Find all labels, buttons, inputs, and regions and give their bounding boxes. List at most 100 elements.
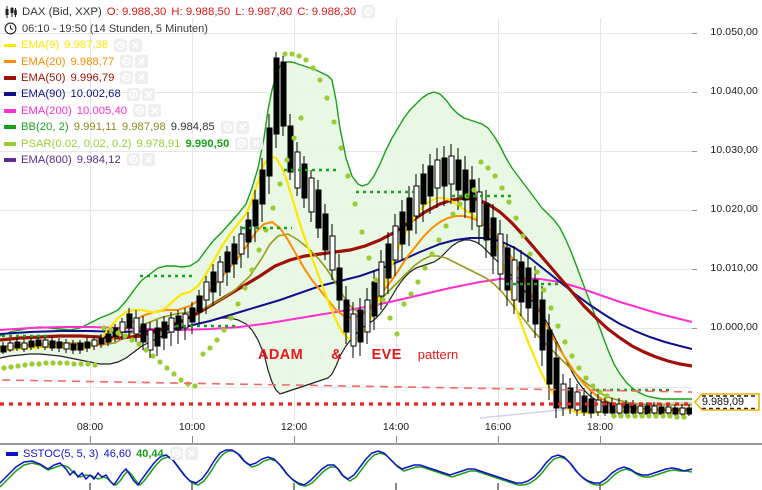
close-icon[interactable] [250,137,264,151]
annotation-ampersand: & [331,347,342,363]
indicator-color-swatch [4,92,16,97]
timeframe-row: 06:10 - 19:50 (14 Stunden, 5 Minuten) [4,20,375,37]
indicator-row-ema[interactable]: EMA(90) 10.002,68 [4,86,375,102]
price-tick-mark [692,33,697,34]
gear-icon[interactable] [133,104,146,118]
price-chart-svg [0,18,692,420]
timeframe-label: 06:10 - 19:50 (14 Stunden, 5 Minuten) [22,22,208,35]
close-icon[interactable] [141,153,155,167]
ohlc-close: C: 9.988,30 [297,5,357,18]
time-tick-mark [294,436,295,443]
ohlc-low: L: 9.987,80 [235,5,293,18]
price-tick-label: 10.040,00 [710,85,758,97]
price-tick-label: 10.010,00 [710,262,758,274]
indicator-row-ema[interactable]: EMA(50) 9.996,79 [4,70,375,86]
annotation-adam: ADAM [258,347,304,363]
time-tick-label: 18:00 [586,421,614,433]
gear-icon[interactable] [120,71,134,85]
indicator-controls[interactable] [114,38,143,52]
indicator-color-swatch [4,157,16,162]
indicator-name: EMA(9) [21,39,60,52]
indicator-color-swatch [4,125,16,130]
indicator-name: EMA(90) [21,88,66,101]
indicator-row-ema[interactable]: EMA(9) 9.987,38 [4,37,375,53]
price-axis[interactable]: 10.050,00 10.040,00 10.030,00 10.020,00 10.0… [692,18,762,420]
stochastic-pane[interactable]: SSTOC(5, 5, 3) 46,60 40,44 [0,445,762,490]
gear-icon[interactable] [126,153,140,167]
time-tick-mark [498,436,499,443]
indicator-name: BB(20, 2) [21,121,69,134]
time-axis[interactable]: 08:00 10:00 12:00 14:00 16:00 18:00 [0,420,692,444]
price-tick-mark [692,92,697,93]
price-tick-mark [692,151,697,152]
indicator-value: 10.005,40 [76,104,127,117]
indicator-name: EMA(200) [21,104,72,117]
close-icon[interactable] [148,104,161,118]
indicator-controls[interactable] [126,87,155,101]
candlestick-icon [4,5,18,19]
stoch-ticks [89,483,601,490]
indicator-name: EMA(800) [21,153,72,166]
indicator-value: 9.991,11 [73,121,117,134]
indicator-row-ema[interactable]: EMA(200) 10.005,40 [4,103,375,119]
indicator-color-swatch [4,75,16,80]
gear-icon[interactable] [114,38,128,52]
gear-icon[interactable] [169,447,183,460]
time-tick-mark [90,436,91,443]
close-icon[interactable] [135,71,149,85]
gear-icon[interactable] [220,120,234,134]
time-tick-mark [396,436,397,443]
close-icon[interactable] [184,447,198,460]
time-tick-label: 14:00 [382,421,410,433]
pane-divider [0,443,762,445]
close-icon[interactable] [129,38,143,52]
bollinger-upper-line [0,61,692,400]
indicator-row-ema[interactable]: EMA(800) 9.984,12 [4,152,375,168]
indicator-controls[interactable] [126,153,155,167]
ohlc-open: O: 9.988,30 [106,5,167,18]
indicator-color-swatch [4,108,16,113]
instrument-header: DAX (Bid, XXP) O: 9.988,30 H: 9.988,50 L… [4,3,376,20]
indicator-row-ema[interactable]: EMA(20) 9.988,77 [4,53,375,69]
support-dashed-lines [0,379,692,406]
chart-legend: DAX (Bid, XXP) O: 9.988,30 H: 9.988,50 L… [4,3,376,168]
indicator-controls[interactable] [220,120,249,134]
stoch-color-swatch [6,451,18,456]
indicator-row-psar[interactable]: PSAR(0.02, 0.02, 0.2) 9.978,91 9.990,50 [4,135,375,151]
indicator-color-swatch [4,43,16,47]
indicator-value: 9.984,85 [170,121,215,134]
indicator-value: 9.987,98 [121,121,166,134]
indicator-value: 9.987,38 [64,39,109,52]
annotation-pattern-word: pattern [417,347,459,362]
indicator-value: 10.002,68 [70,88,121,101]
price-tick-mark [692,269,697,270]
gear-icon[interactable] [120,55,134,69]
indicator-row-bb[interactable]: BB(20, 2) 9.991,11 9.987,98 9.984,85 [4,119,375,135]
indicator-value: 9.978,91 [136,137,181,150]
gear-icon[interactable] [126,87,140,101]
instrument-name: DAX (Bid, XXP) [22,5,102,18]
psar-dots [1,51,687,420]
stochastic-legend: SSTOC(5, 5, 3) 46,60 40,44 [6,447,198,460]
close-icon[interactable] [135,55,149,69]
ohlc-high: H: 9.988,50 [171,5,231,18]
gear-icon[interactable] [362,5,376,18]
indicator-controls[interactable] [120,55,149,69]
stoch-name: SSTOC(5, 5, 3) [23,447,99,460]
indicator-value: 9.990,50 [185,137,230,150]
indicator-controls[interactable] [235,137,264,151]
indicator-controls[interactable] [133,104,161,118]
close-icon[interactable] [141,87,155,101]
pattern-annotation: ADAM & EVE pattern [258,347,458,363]
indicator-name: EMA(20) [21,55,66,68]
close-icon[interactable] [235,120,249,134]
resistance-dotted-levels [2,168,672,392]
candlesticks [0,52,692,418]
indicator-controls[interactable] [120,71,149,85]
annotation-eve: EVE [371,347,402,363]
ema90-line [0,237,692,350]
price-tick-label: 10.050,00 [710,26,758,38]
price-chart-plot[interactable]: ADAM & EVE pattern [0,18,692,420]
gear-icon[interactable] [235,137,249,151]
